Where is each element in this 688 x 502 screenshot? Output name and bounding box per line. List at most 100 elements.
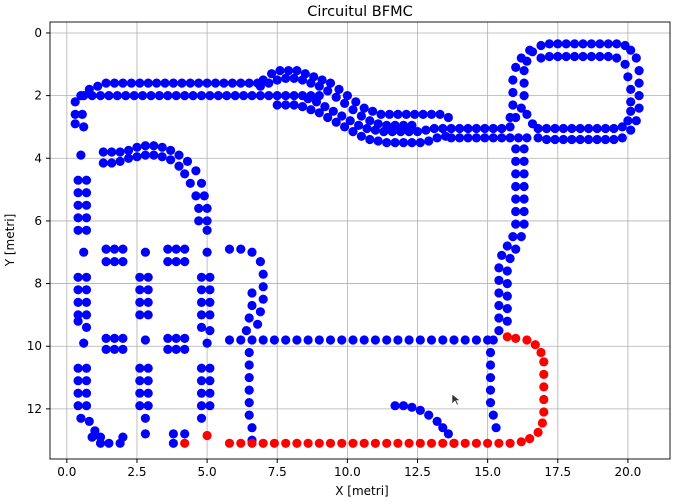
track-point [351, 97, 361, 107]
route-point [522, 335, 532, 345]
track-point [255, 257, 265, 267]
track-point [379, 127, 389, 137]
track-point [471, 133, 481, 143]
route-point [539, 382, 549, 392]
track-point [81, 272, 92, 282]
track-point [180, 257, 190, 267]
track-point [421, 125, 431, 135]
track-point [132, 142, 142, 152]
track-point [196, 413, 207, 423]
track-point [398, 138, 409, 148]
track-point [163, 91, 173, 101]
track-point [76, 150, 86, 160]
track-point [485, 373, 496, 383]
track-point [429, 123, 439, 134]
track-point [508, 87, 518, 98]
track-point [325, 335, 336, 345]
track-point [519, 194, 529, 204]
track-point [135, 388, 145, 398]
track-point [522, 133, 532, 143]
track-point [202, 216, 212, 226]
track-point [194, 216, 204, 226]
track-point [550, 134, 560, 145]
track-point [180, 169, 190, 179]
track-point [631, 116, 641, 126]
track-point [135, 401, 145, 411]
track-point [73, 225, 83, 235]
track-point [180, 344, 190, 354]
track-point [255, 307, 265, 317]
track-point [188, 91, 198, 101]
track-point [519, 66, 529, 76]
track-point [160, 78, 170, 88]
track-point [331, 117, 341, 127]
track-point [81, 225, 92, 235]
route-point [281, 438, 291, 448]
track-point [236, 244, 246, 254]
track-point [118, 333, 128, 343]
track-point [244, 398, 254, 408]
track-point [73, 363, 83, 373]
track-point [219, 78, 229, 88]
track-point [205, 401, 215, 411]
track-point [334, 84, 344, 94]
track-point [281, 91, 291, 101]
track-point [502, 279, 512, 289]
track-point [542, 134, 552, 145]
track-point [320, 102, 330, 112]
track-point [205, 326, 215, 336]
track-point [143, 363, 153, 373]
track-point [626, 84, 636, 94]
track-point [205, 297, 215, 307]
route-point [325, 438, 336, 448]
track-point [70, 109, 80, 119]
track-point [626, 45, 636, 55]
track-point [258, 282, 268, 292]
track-point [95, 91, 106, 101]
track-point [73, 285, 83, 295]
track-point [595, 39, 605, 49]
track-point [592, 123, 602, 134]
track-point [410, 109, 420, 119]
track-point [398, 401, 409, 411]
track-point [362, 123, 372, 134]
track-point [603, 39, 613, 49]
track-point [194, 203, 204, 213]
track-point [205, 376, 215, 386]
track-point [511, 169, 521, 179]
track-point [485, 347, 496, 358]
track-point [497, 250, 507, 260]
track-point [79, 91, 89, 101]
track-point [73, 316, 83, 326]
track-point [174, 161, 184, 171]
track-point [525, 45, 535, 55]
track-point [140, 247, 150, 257]
track-point [154, 91, 164, 101]
track-point [443, 429, 453, 439]
track-point [104, 438, 114, 448]
track-point [407, 402, 417, 412]
track-point [118, 244, 128, 254]
track-point [196, 401, 207, 411]
track-point [143, 78, 153, 88]
track-point [623, 116, 633, 126]
track-point [505, 133, 515, 143]
track-point [567, 123, 577, 134]
track-point [81, 376, 92, 386]
track-point [196, 376, 207, 386]
track-point [446, 123, 456, 134]
track-point [258, 294, 268, 304]
track-point [180, 244, 190, 254]
track-point [533, 133, 543, 143]
track-point [404, 127, 414, 137]
track-point [281, 335, 291, 345]
track-point [323, 86, 333, 96]
track-point [570, 39, 580, 49]
track-point [511, 144, 521, 154]
track-point [180, 91, 190, 101]
track-point [140, 413, 150, 423]
route-point [511, 333, 521, 343]
track-point [112, 91, 122, 101]
track-point [118, 432, 128, 442]
track-point [626, 125, 636, 135]
